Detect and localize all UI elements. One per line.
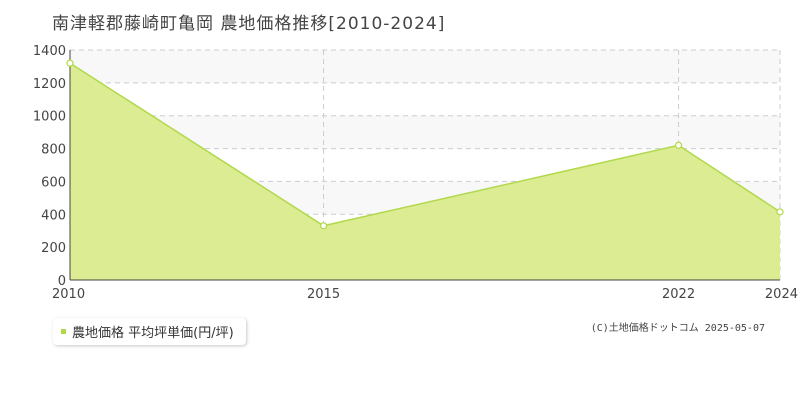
y-tick-label: 0 (58, 274, 66, 289)
data-point (319, 222, 328, 230)
y-tick-label: 400 (41, 208, 66, 223)
y-tick-label: 1200 (33, 77, 66, 92)
data-point (674, 141, 683, 149)
y-tick-label: 200 (41, 241, 66, 256)
copyright-notice: (C)土地価格ドットコム 2025-05-07 (590, 323, 765, 334)
y-tick-label: 1000 (33, 110, 66, 125)
chart-title: 南津軽郡藤崎町亀岡 農地価格推移[2010-2024] (52, 14, 446, 34)
x-tick-label: 2024 (765, 287, 798, 302)
y-tick-label: 600 (41, 175, 66, 190)
series-line (69, 62, 781, 227)
plot-band (70, 50, 780, 83)
y-tick-label: 800 (41, 143, 66, 158)
data-point (66, 59, 74, 67)
series-area (70, 63, 780, 281)
x-tick-label: 2010 (52, 287, 85, 302)
legend-swatch (61, 329, 66, 334)
legend-label: 農地価格 平均坪単価(円/坪) (72, 326, 234, 341)
data-point (776, 208, 784, 216)
x-tick-label: 2022 (662, 287, 695, 302)
x-tick-label: 2015 (307, 287, 340, 302)
y-tick-label: 1400 (33, 44, 66, 59)
chart-legend: 農地価格 平均坪単価(円/坪) (53, 318, 246, 345)
